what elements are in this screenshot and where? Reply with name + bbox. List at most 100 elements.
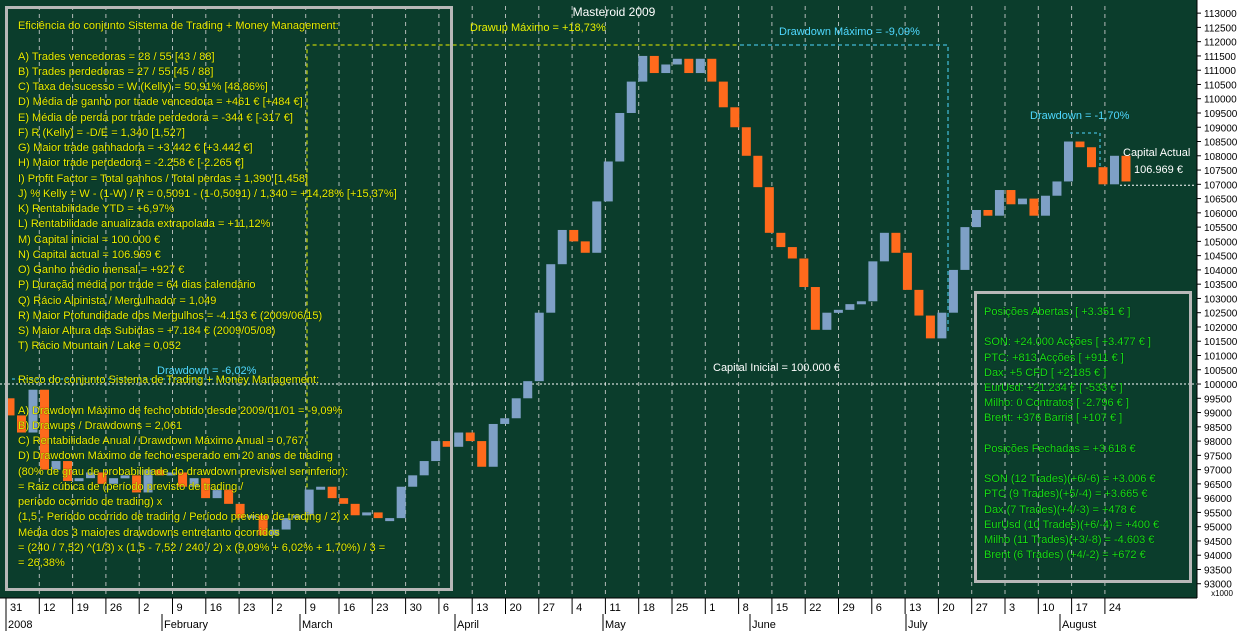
date-tick-label: 27: [976, 602, 988, 614]
candle: [960, 227, 970, 270]
price-tick-label: 97500: [1204, 451, 1232, 462]
drawdown-recent-label: Drawdown = -1,70%: [1030, 110, 1130, 122]
candle: [753, 155, 763, 188]
candle: [270, 529, 280, 536]
month-label: February: [164, 619, 209, 631]
efficiency-line: O) Ganho médio mensal = +927 €: [18, 264, 185, 276]
candle: [1121, 155, 1131, 182]
candle: [408, 475, 418, 487]
price-tick-label: 99500: [1204, 394, 1232, 405]
candle: [120, 475, 130, 479]
drawup-max-bracket: [306, 44, 740, 523]
candle: [891, 232, 901, 253]
price-tick-label: 107500: [1204, 166, 1238, 177]
date-tick-label: 13: [909, 602, 921, 614]
candle: [327, 486, 337, 499]
candle: [672, 58, 682, 65]
price-tick-label: 108500: [1204, 138, 1238, 149]
candle: [1017, 198, 1027, 205]
efficiency-line: G) Maior trade ganhadora = +3.442 € [+3.…: [18, 142, 253, 154]
candle: [638, 55, 648, 82]
candle: [132, 475, 142, 493]
date-tick-label: 23: [243, 602, 255, 614]
candle: [937, 312, 947, 339]
candle: [707, 58, 717, 82]
risk-line: = Raiz cúbica de (período previsto de tr…: [18, 480, 244, 493]
candle: [1063, 141, 1073, 182]
candle: [316, 486, 326, 490]
date-tick-label: 20: [942, 602, 954, 614]
candle: [166, 472, 176, 476]
candle: [201, 478, 211, 499]
position-line: SON: +24.000 Acções [ +3.477 € ]: [984, 336, 1151, 349]
drawdown-max-bracket: [740, 44, 949, 333]
candle: [212, 489, 222, 499]
candle: [373, 512, 383, 519]
candle: [879, 232, 889, 262]
date-tick-label: 6: [443, 602, 449, 614]
date-tick-label: 17: [1076, 602, 1088, 614]
equity-candles: [5, 55, 1131, 536]
candle: [810, 287, 820, 330]
price-tick-label: 103000: [1204, 294, 1238, 305]
candle: [385, 518, 395, 522]
candle: [845, 304, 855, 310]
candle: [97, 472, 107, 484]
date-axis: 31 12 19 26 2 9 16 23 2 9 16 23 30 6 13 20 27 4 11 18 25 1 8 15…: [0, 597, 1197, 631]
drawdown-recent-bracket: [1070, 132, 1101, 185]
candle: [914, 289, 924, 316]
month-label: June: [752, 619, 776, 631]
candle: [971, 209, 981, 228]
price-tick-label: 111500: [1204, 52, 1236, 63]
price-tick-label: 110000: [1204, 95, 1237, 106]
price-tick-label: 105000: [1204, 237, 1238, 248]
candle: [304, 489, 314, 516]
candle: [684, 58, 694, 74]
candle: [833, 309, 843, 313]
candle: [500, 418, 510, 424]
candle: [822, 312, 832, 330]
candle: [615, 112, 625, 162]
candle: [293, 515, 303, 519]
date-tick-label: 10: [1042, 602, 1054, 614]
candle: [983, 209, 993, 216]
candle: [649, 55, 659, 74]
candle: [626, 81, 636, 113]
candle: [1086, 147, 1096, 168]
candle: [1098, 167, 1108, 185]
candle: [362, 512, 372, 516]
efficiency-line: J) % Kelly = W - (1-W) / R = 0,5091 - (1…: [18, 187, 397, 200]
candle: [488, 423, 498, 467]
candle: [569, 229, 579, 242]
candle: [281, 518, 291, 530]
efficiency-risk-panel: [5, 6, 453, 591]
candle: [258, 515, 268, 536]
chart-title: Masteroid 2009: [573, 5, 656, 19]
price-tick-label: 106000: [1204, 209, 1238, 220]
candle: [224, 489, 234, 504]
date-tick-label: 9: [310, 602, 316, 614]
risk-line: A) Drawdown Máximo de fecho obtido desde…: [18, 404, 343, 417]
risk-line: = (240 / 7,52) ^(1/3) x (1,5 - 7,52 / 24…: [18, 541, 386, 554]
candle: [465, 432, 475, 442]
price-tick-label: 96500: [1204, 480, 1232, 491]
month-label: May: [605, 619, 626, 631]
efficiency-line: C) Taxa de sucesso = W (Kelly) = 50,91% …: [18, 81, 268, 93]
date-tick-label: 4: [576, 602, 582, 614]
efficiency-line: I) Profit Factor = Total ganhos / Total …: [18, 172, 309, 185]
candle: [109, 478, 119, 484]
price-tick-label: 96000: [1204, 494, 1232, 505]
candle: [1075, 141, 1085, 148]
efficiency-line: L) Rentabilidade anualizada extrapolada …: [18, 218, 271, 231]
positions-panel: [974, 291, 1192, 583]
date-tick-label: 16: [343, 602, 355, 614]
candle: [17, 415, 27, 433]
date-tick-label: 8: [743, 602, 749, 614]
candle: [799, 258, 809, 288]
price-tick-label: 100000: [1204, 380, 1238, 391]
price-tick-label: 107000: [1204, 180, 1238, 191]
risk-line: D) Drawdown Máximo de fecho esperado em …: [18, 450, 333, 463]
capital-actual-value: 106.969 €: [1134, 164, 1183, 176]
price-tick-label: 93500: [1204, 565, 1232, 576]
efficiency-line: S) Maior Altura das Subidas = +7.184 € (…: [18, 325, 276, 337]
